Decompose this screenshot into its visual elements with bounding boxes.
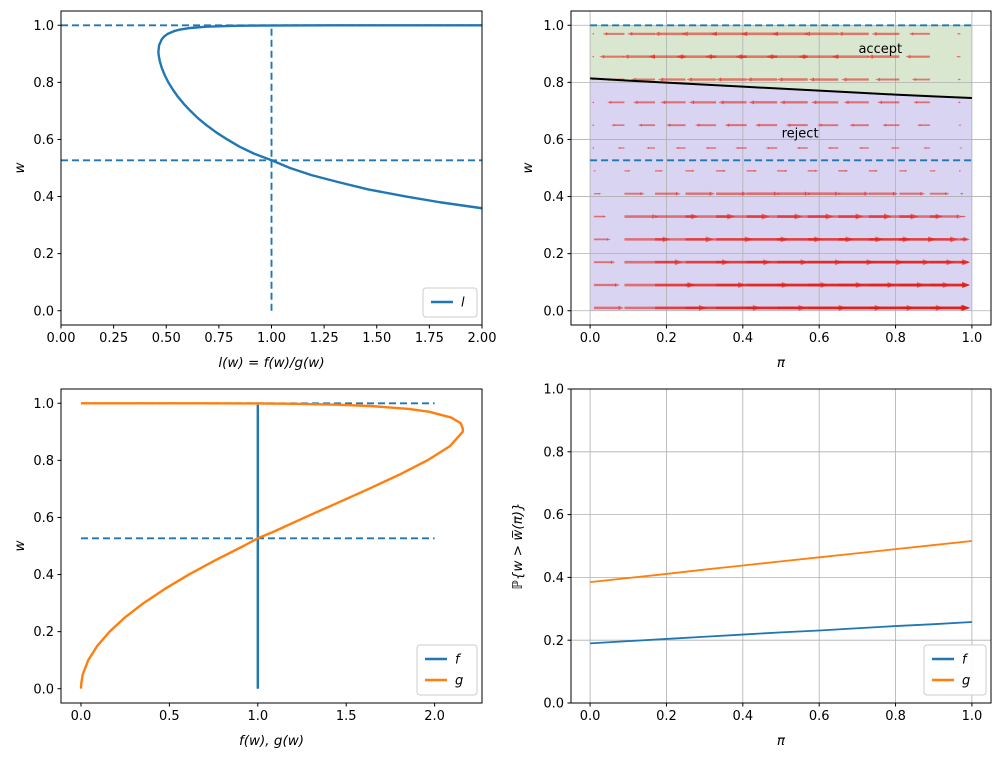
x-tick-label: 2.0: [424, 709, 445, 724]
x-tick-label: 1.25: [310, 331, 339, 346]
series-prob-exceed-under-f: [590, 621, 972, 645]
series-l-curve: [157, 24, 483, 210]
axes-spines: [60, 388, 483, 704]
decision-boundary-line: [590, 77, 972, 100]
y-tick-label: 1.0: [33, 19, 54, 34]
panel-bottom-left: 0.0 0.5 1.0 1.5 2.0 0.0 0.2 0.4 0.6 0.8 1.0 fg: [33, 388, 483, 724]
y-tick-label: 0.8: [33, 76, 54, 91]
x-tick-label: 0.5: [159, 709, 180, 724]
x-tick-label: 1.0: [962, 709, 983, 724]
x-tick-label: 2.00: [468, 331, 497, 346]
xlabel-top-left: l(w) = f(w)/g(w): [218, 355, 325, 371]
y-tick-label: 1.0: [543, 383, 564, 398]
xlabel-top-right: π: [776, 355, 786, 371]
legend-label-g: g: [962, 674, 970, 689]
y-tick-label: 0.8: [543, 445, 564, 460]
y-tick-label: 0.2: [543, 634, 564, 649]
x-tick-label: 0.75: [204, 331, 233, 346]
x-tick-label: 0.6: [809, 331, 830, 346]
y-tick-label: 0.6: [543, 133, 564, 148]
series-g-density: [79, 402, 465, 689]
xlabel-bottom-right: π: [776, 733, 786, 749]
x-tick-label: 0.0: [580, 709, 601, 724]
x-tick-label: 1.50: [362, 331, 391, 346]
ylabel-bottom-right: ℙ{w > w̅(π)}: [510, 502, 526, 590]
legend-box: [416, 644, 478, 696]
x-tick-label: 0.8: [885, 331, 906, 346]
series-prob-exceed-under-g: [589, 540, 973, 584]
axis-ticks: 0.0 0.2 0.4 0.6 0.8 1.0 0.0 0.2 0.4 0.6 0.8 1.0: [543, 19, 982, 346]
axis-ticks: 0.0 0.5 1.0 1.5 2.0 0.0 0.2 0.4 0.6 0.8 1.0: [33, 397, 445, 724]
x-tick-label: 1.0: [247, 709, 268, 724]
y-tick-label: 0.0: [543, 697, 564, 712]
panel-top-right: 0.0 0.2 0.4 0.6 0.8 1.0 0.0 0.2 0.4 0.6 0.8 1.0 acce…: [543, 10, 992, 346]
legend-label-g: g: [455, 674, 463, 689]
axes-spines: [570, 388, 992, 704]
x-tick-label: 0.0: [71, 709, 92, 724]
legend-box: [923, 644, 987, 696]
y-tick-label: 0.2: [33, 247, 54, 262]
y-tick-label: 0.8: [33, 454, 54, 469]
y-tick-label: 0.6: [33, 511, 54, 526]
x-tick-label: 1.5: [336, 709, 357, 724]
legend-label-f: f: [962, 653, 969, 668]
ylabel-bottom-left: w: [12, 540, 28, 552]
x-tick-label: 0.8: [885, 709, 906, 724]
panel-bottom-right: 0.0 0.2 0.4 0.6 0.8 1.0 0.0 0.2 0.4 0.6 0.8 1.0 fg: [543, 383, 992, 724]
ylabel-top-right: w: [520, 162, 536, 174]
x-tick-label: 0.6: [809, 709, 830, 724]
y-tick-label: 1.0: [33, 397, 54, 412]
y-tick-label: 0.2: [543, 247, 564, 262]
axis-ticks: 0.0 0.2 0.4 0.6 0.8 1.0 0.0 0.2 0.4 0.6 0.8 1.0: [543, 383, 982, 724]
x-tick-label: 0.2: [656, 709, 677, 724]
xlabel-bottom-left: f(w), g(w): [238, 733, 305, 749]
y-tick-label: 0.6: [33, 133, 54, 148]
y-tick-label: 0.4: [543, 571, 564, 586]
legend: fg: [923, 644, 987, 696]
ylabel-top-left: w: [12, 162, 28, 174]
x-tick-label: 0.4: [732, 331, 753, 346]
legend-label-l: l: [461, 296, 465, 311]
y-tick-label: 0.6: [543, 508, 564, 523]
y-tick-label: 0.4: [543, 190, 564, 205]
x-tick-label: 0.50: [152, 331, 181, 346]
x-tick-label: 1.75: [415, 331, 444, 346]
y-tick-label: 1.0: [543, 19, 564, 34]
annotation-reject: reject: [782, 126, 819, 141]
axis-ticks: 0.00 0.25 0.50 0.75 1.00 1.25 1.50 1.75 2.00 0.0 0…: [33, 19, 496, 346]
x-tick-label: 0.00: [47, 331, 76, 346]
y-tick-label: 0.4: [33, 568, 54, 583]
x-tick-label: 0.2: [656, 331, 677, 346]
legend: l: [422, 287, 478, 318]
y-tick-label: 0.4: [33, 190, 54, 205]
x-tick-label: 0.4: [732, 709, 753, 724]
legend: fg: [416, 644, 478, 696]
y-tick-label: 0.2: [33, 625, 54, 640]
x-tick-label: 1.0: [962, 331, 983, 346]
quiver-field: [591, 31, 970, 311]
annotation-accept: accept: [858, 42, 902, 57]
legend-label-f: f: [455, 653, 462, 668]
x-tick-label: 0.0: [580, 331, 601, 346]
y-tick-label: 0.8: [543, 76, 564, 91]
panel-top-left: 0.00 0.25 0.50 0.75 1.00 1.25 1.50 1.75 2.00 0.0 0…: [33, 10, 496, 346]
y-tick-label: 0.0: [543, 304, 564, 319]
x-tick-label: 1.00: [257, 331, 286, 346]
y-tick-label: 0.0: [33, 304, 54, 319]
axes-spines: [60, 10, 483, 326]
y-tick-label: 0.0: [33, 682, 54, 697]
axes-spines: [570, 10, 992, 326]
x-tick-label: 0.25: [99, 331, 128, 346]
